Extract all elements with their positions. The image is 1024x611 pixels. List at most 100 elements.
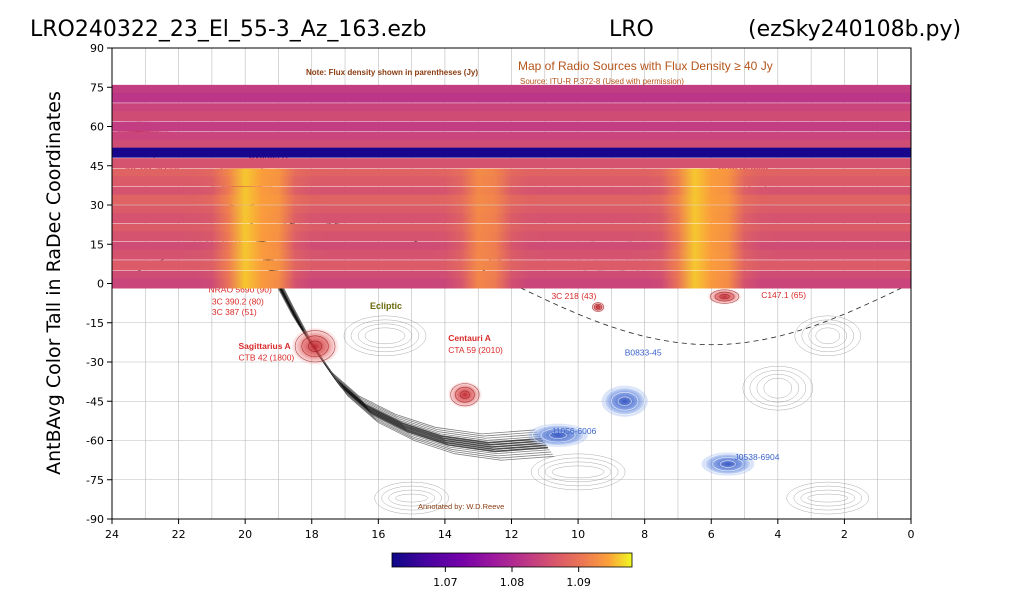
- header-site: LRO: [609, 17, 654, 42]
- sky-contour: [742, 365, 814, 411]
- sky-contour: [801, 319, 855, 353]
- radio-source-red: [707, 288, 742, 305]
- antenna-strip: [112, 186, 911, 197]
- sky-contour: [388, 489, 435, 507]
- sky-contour: [357, 323, 413, 349]
- sky-contour: [763, 377, 793, 399]
- sky-contour: [786, 481, 870, 515]
- radio-source-contour: [712, 457, 744, 472]
- source-label: C147.1 (65): [761, 290, 806, 300]
- x-tick-label: 0: [908, 528, 915, 541]
- source-label: Centauri A: [448, 333, 491, 343]
- radio-source-blue: [528, 423, 589, 448]
- source-label: B0833-45: [625, 347, 662, 357]
- antenna-strip: [112, 260, 911, 271]
- galactic-plane-contour: [267, 244, 555, 461]
- radio-source-contour: [450, 383, 480, 407]
- source-label: 3C 387 (51): [212, 307, 257, 317]
- radio-source-contour: [301, 335, 329, 358]
- colorbar-tick-label: 1.08: [500, 576, 525, 589]
- antenna-strip: [112, 194, 911, 205]
- x-tick-label: 8: [641, 528, 648, 541]
- ecliptic-label: Ecliptic: [370, 301, 402, 311]
- plot-area: Cassiopeia A3C 461 (2477)Cygnus A3C 405 …: [112, 48, 911, 519]
- sky-contour: [350, 319, 420, 353]
- sky-contour: [395, 493, 428, 503]
- antenna-strip: [112, 223, 911, 234]
- antenna-strip: [112, 84, 911, 95]
- source-label: Sagittarius A: [239, 341, 291, 351]
- sky-contour: [794, 315, 862, 357]
- radio-source-blue: [601, 385, 648, 417]
- radio-source-contour: [709, 289, 740, 304]
- source-label: 3C 390.2 (80): [212, 296, 264, 306]
- sky-contour: [381, 485, 442, 511]
- colorbar-ticks: 1.07 1.08 1.09: [433, 567, 591, 589]
- sky-contour: [537, 457, 619, 487]
- radio-source-contour: [617, 396, 632, 407]
- y-tick-label: 0: [97, 278, 104, 291]
- radio-source-red: [291, 327, 339, 365]
- source-label: J1056-6006: [551, 426, 596, 436]
- y-tick-label: -30: [86, 356, 104, 369]
- antenna-strip: [112, 168, 911, 179]
- header-script: (ezSky240108b.py): [748, 17, 961, 42]
- antenna-strip: [112, 139, 911, 150]
- y-tick-label: 30: [90, 199, 104, 212]
- radio-source-blue: [701, 452, 755, 476]
- antenna-strip: [112, 131, 911, 142]
- antenna-strip: [112, 241, 911, 252]
- antenna-strip: [112, 278, 911, 289]
- x-tick-label: 18: [305, 528, 319, 541]
- sky-contour: [808, 323, 848, 349]
- source-label: CTA 59 (2010): [448, 345, 503, 355]
- antenna-strip: [112, 103, 911, 114]
- radio-source-contour: [308, 340, 323, 352]
- radio-source-contour: [714, 291, 735, 302]
- colorbar: [391, 552, 633, 568]
- y-tick-label: -15: [86, 317, 104, 330]
- x-tick-label: 12: [505, 528, 519, 541]
- sky-contour: [815, 327, 841, 345]
- source-label: 3C 218 (43): [551, 291, 596, 301]
- source-label: J0538-6904: [735, 452, 780, 462]
- antenna-strip: [112, 176, 911, 187]
- colorbar-tick-label: 1.09: [566, 576, 591, 589]
- x-tick-label: 20: [238, 528, 252, 541]
- y-tick-label: 15: [90, 238, 104, 251]
- sky-contour: [374, 481, 449, 515]
- y-tick-label: 75: [90, 81, 104, 94]
- sky-contour: [544, 461, 612, 483]
- radio-source-contour: [611, 391, 639, 411]
- y-tick-label: 45: [90, 160, 104, 173]
- radio-source-contour: [604, 387, 645, 416]
- x-axis: 24 22 20 18 16 14 12 10 8 6 4 2 0: [105, 519, 915, 541]
- sky-contour: [551, 465, 605, 479]
- radio-source-contour: [549, 431, 567, 439]
- sky-contour: [530, 453, 626, 491]
- sky-contour: [343, 315, 427, 357]
- y-axis-label: AntBAvg Color Tall in RaDec Coordinates: [43, 91, 65, 475]
- radio-source-red: [448, 381, 482, 408]
- header-filename: LRO240322_23_El_55-3_Az_163.ezb: [30, 17, 426, 42]
- antenna-strip: [112, 270, 911, 281]
- antenna-strips: [112, 84, 911, 289]
- sky-contour: [749, 369, 807, 407]
- y-tick-label: -90: [86, 513, 104, 526]
- y-axis: 90 75 60 45 30 15 0 -15 -30 -45 -60 -75 -90: [86, 42, 112, 526]
- antenna-strip: [112, 158, 911, 169]
- sky-contour: [793, 485, 863, 511]
- radio-source-contour: [294, 330, 336, 363]
- antenna-strip: [112, 92, 911, 103]
- radio-source-contour: [719, 460, 736, 468]
- antenna-strip: [112, 231, 911, 242]
- x-tick-label: 22: [172, 528, 186, 541]
- antenna-strip: [112, 205, 911, 216]
- radio-source-contour: [593, 303, 603, 311]
- map-note: Note: Flux density shown in parentheses …: [306, 68, 478, 77]
- x-tick-label: 16: [371, 528, 385, 541]
- x-tick-label: 6: [708, 528, 715, 541]
- x-tick-label: 14: [438, 528, 452, 541]
- radio-source-contour: [540, 428, 576, 443]
